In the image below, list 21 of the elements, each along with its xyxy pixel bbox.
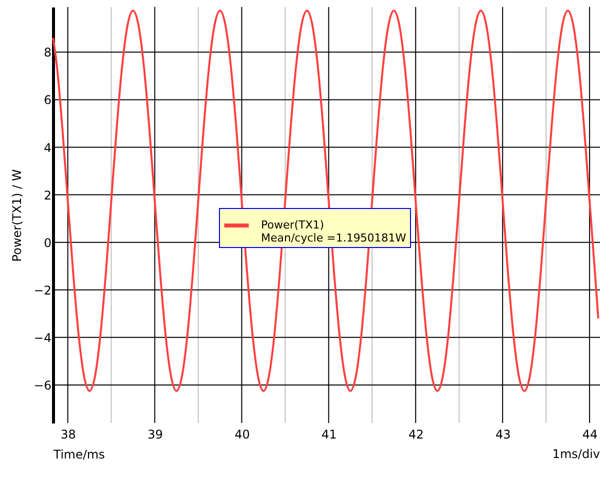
y-axis-title: Power(TX1) / W <box>10 169 24 262</box>
line-series <box>52 10 600 392</box>
y-tick-label: 8 <box>44 46 52 60</box>
text: 1ms/div <box>552 447 600 461</box>
y-tick-label: 4 <box>44 140 52 155</box>
y-tick-label: −4 <box>34 330 52 345</box>
x-tick-label: 41 <box>322 428 337 442</box>
legend-label: Power(TX1) <box>261 218 324 232</box>
x-tick-label: 42 <box>408 428 424 442</box>
y-tick-label: 2 <box>44 188 52 202</box>
x-tick-label: 39 <box>148 428 163 442</box>
x-tick-label: 38 <box>60 428 76 442</box>
x-tick-label: 40 <box>234 428 250 442</box>
y-tick-label: 0 <box>44 236 52 250</box>
x-tick-label: 44 <box>582 428 598 442</box>
y-tick-label: −2 <box>34 283 52 298</box>
x-axis-title: Time/ms <box>52 448 105 462</box>
y-tick-label: 6 <box>44 93 52 108</box>
annotation: Mean/cycle =1.1950181W <box>261 232 406 244</box>
x-tick-label: 43 <box>495 428 511 442</box>
y-tick-label: −6 <box>34 378 52 392</box>
